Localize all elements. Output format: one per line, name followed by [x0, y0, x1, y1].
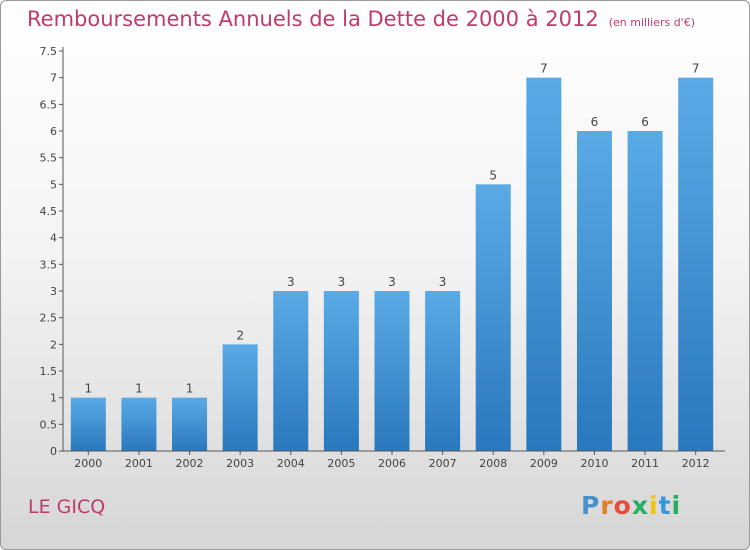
x-axis: 2000 2001 2002 2003 2004 2005 2006 2007 2008 2009…: [63, 450, 725, 470]
x-tick-label: 2001: [125, 457, 153, 470]
x-tick-label: 2009: [530, 457, 558, 470]
bar: [222, 344, 258, 451]
bar: [678, 77, 714, 452]
bar: [273, 291, 309, 451]
logo-letter: r: [600, 491, 614, 520]
y-axis: 0 0.5 1 1.5 2 2.5 3 3.5 4 4.5 5 5.5 6 6.5 7 7.5: [40, 45, 64, 458]
x-tick-label: 2006: [378, 457, 406, 470]
x-tick-label: 2002: [176, 457, 204, 470]
y-tick-label: 7: [50, 72, 57, 85]
proxiti-logo: Proxiti: [581, 491, 681, 520]
logo-letter: P: [581, 491, 601, 520]
chart-unit: (en milliers d'€): [608, 16, 695, 29]
x-tick-label: 2004: [277, 457, 305, 470]
y-tick-label: 2: [50, 338, 57, 351]
bar-data-label: 6: [591, 115, 599, 129]
x-tick-label: 2010: [580, 457, 608, 470]
y-tick-label: 6: [50, 125, 57, 138]
bar-data-label: 7: [692, 62, 700, 76]
y-tick-label: 4: [50, 232, 57, 245]
y-tick-label: 1: [50, 392, 57, 405]
y-tick-label: 5: [50, 178, 57, 191]
bar: [627, 131, 663, 451]
y-tick-label: 7.5: [40, 45, 58, 58]
bar-data-label: 7: [540, 62, 548, 76]
bar: [121, 397, 157, 451]
logo-letter: t: [658, 491, 672, 520]
x-tick-label: 2011: [631, 457, 659, 470]
y-tick-label: 5.5: [40, 152, 58, 165]
y-tick-label: 0: [50, 445, 57, 458]
bar: [172, 397, 208, 451]
y-tick-label: 3.5: [40, 258, 58, 271]
x-tick-label: 2008: [479, 457, 507, 470]
bar-data-label: 6: [641, 115, 649, 129]
y-tick-label: 0.5: [40, 418, 58, 431]
bar-data-label: 1: [186, 382, 194, 396]
bar-data-label: 1: [135, 382, 143, 396]
logo-letter: i: [671, 491, 682, 520]
x-tick-label: 2007: [429, 457, 457, 470]
bar-data-label: 2: [236, 328, 244, 342]
bar-data-label: 3: [388, 275, 396, 289]
bar-data-label: 3: [439, 275, 447, 289]
bar: [374, 291, 410, 451]
logo-letter: o: [613, 491, 632, 520]
bar-data-label: 3: [338, 275, 346, 289]
x-tick-label: 2005: [327, 457, 355, 470]
y-tick-label: 1.5: [40, 365, 58, 378]
chart-title-text: Remboursements Annuels de la Dette de 20…: [27, 7, 599, 31]
commune-name: LE GICQ: [28, 496, 106, 518]
y-tick-label: 6.5: [40, 98, 58, 111]
bar-data-label: 3: [287, 275, 295, 289]
bar: [475, 184, 511, 452]
logo-letter: x: [631, 491, 649, 520]
x-tick-label: 2012: [682, 457, 710, 470]
bar: [323, 291, 359, 451]
bars: 1 1 1 2 3 3 3 3 5 7 6 6 7: [70, 62, 714, 452]
bar-data-label: 1: [84, 382, 92, 396]
y-tick-label: 4.5: [40, 205, 58, 218]
bar: [576, 131, 612, 451]
logo-letter: i: [649, 491, 659, 520]
y-tick-label: 3: [50, 285, 57, 298]
y-tick-label: 2.5: [40, 312, 58, 325]
bar: [526, 77, 562, 452]
bar: [70, 397, 106, 451]
x-tick-label: 2000: [74, 457, 102, 470]
bar: [425, 291, 461, 451]
chart-title: Remboursements Annuels de la Dette de 20…: [27, 7, 695, 31]
x-tick-label: 2003: [226, 457, 254, 470]
bar-data-label: 5: [489, 168, 497, 182]
